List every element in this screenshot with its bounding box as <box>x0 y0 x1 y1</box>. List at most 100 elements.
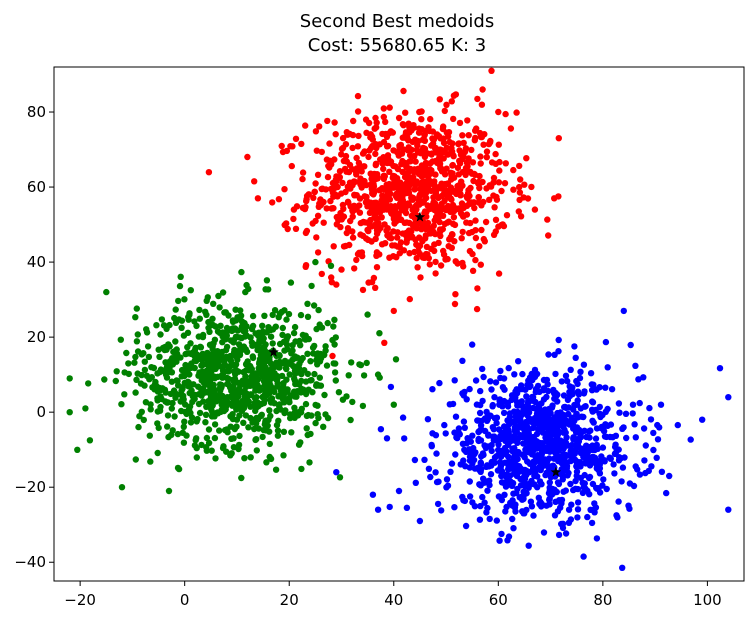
point <box>383 206 391 213</box>
point <box>213 409 221 417</box>
point <box>396 142 403 149</box>
point <box>515 358 522 365</box>
point <box>448 148 456 155</box>
point <box>476 129 484 137</box>
point <box>356 361 363 368</box>
point <box>432 270 439 277</box>
point <box>488 447 495 455</box>
point <box>236 351 244 359</box>
point <box>513 109 520 116</box>
point <box>358 168 365 175</box>
point <box>342 152 350 160</box>
point <box>306 459 313 466</box>
point <box>581 471 588 479</box>
point <box>259 331 266 339</box>
point <box>355 132 362 140</box>
point <box>650 446 657 454</box>
point <box>236 412 243 419</box>
point <box>560 392 568 399</box>
point <box>281 186 288 193</box>
point <box>173 377 180 384</box>
point <box>716 365 724 372</box>
point <box>172 394 179 401</box>
x-tick-label: 40 <box>384 591 403 609</box>
point <box>411 138 419 145</box>
point <box>600 476 607 483</box>
point <box>310 302 318 309</box>
point <box>432 183 439 190</box>
point <box>448 172 455 179</box>
point <box>338 151 345 158</box>
point <box>263 329 271 336</box>
point <box>197 343 204 350</box>
point <box>196 306 203 314</box>
point <box>133 305 140 312</box>
point <box>134 331 141 338</box>
point <box>250 378 257 385</box>
point <box>365 227 372 235</box>
point <box>490 426 497 433</box>
point <box>331 184 338 192</box>
point <box>470 444 477 452</box>
point <box>495 270 503 277</box>
point <box>436 96 443 103</box>
point <box>518 382 525 389</box>
point <box>435 239 442 246</box>
point <box>307 358 314 365</box>
point <box>444 133 452 140</box>
point <box>569 390 576 398</box>
point <box>446 236 453 243</box>
x-tick-label: 60 <box>489 591 508 609</box>
point <box>446 138 453 146</box>
point <box>118 484 126 491</box>
point <box>632 434 639 441</box>
point <box>354 92 362 100</box>
point <box>233 423 240 430</box>
point <box>544 443 552 451</box>
point <box>516 189 524 196</box>
point <box>462 145 470 152</box>
point <box>157 331 164 338</box>
point <box>234 356 241 363</box>
point <box>317 382 325 389</box>
point <box>299 169 307 176</box>
point <box>292 225 300 232</box>
point <box>349 398 356 406</box>
point <box>397 192 405 199</box>
point <box>332 334 339 341</box>
point <box>495 441 502 448</box>
point <box>725 394 732 401</box>
point <box>400 122 407 129</box>
point <box>461 424 468 431</box>
point <box>271 370 278 377</box>
point <box>259 346 266 353</box>
point <box>253 447 260 454</box>
point <box>612 449 620 456</box>
point <box>596 410 603 417</box>
point <box>193 435 200 442</box>
point <box>491 433 498 440</box>
point <box>178 324 185 331</box>
point <box>273 407 280 415</box>
point <box>452 91 460 98</box>
point <box>450 214 458 221</box>
point <box>516 183 523 191</box>
point <box>315 414 322 422</box>
point <box>394 229 401 236</box>
point <box>458 200 466 207</box>
point <box>400 146 407 153</box>
point <box>510 464 518 471</box>
point <box>434 210 441 217</box>
point <box>262 417 269 424</box>
point <box>314 212 322 219</box>
point <box>371 125 378 132</box>
point <box>593 535 601 542</box>
point <box>299 204 307 212</box>
point <box>369 491 377 498</box>
point <box>493 419 500 427</box>
point <box>335 389 343 396</box>
point <box>636 399 643 407</box>
point <box>559 422 566 430</box>
point <box>357 175 364 182</box>
point <box>240 419 247 426</box>
